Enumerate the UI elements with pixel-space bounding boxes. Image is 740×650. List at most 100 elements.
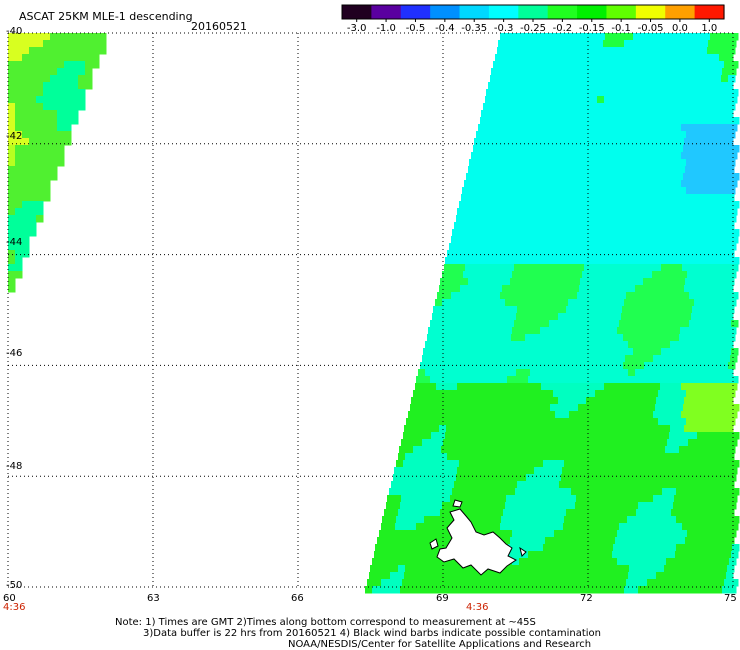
swath-cell — [563, 376, 571, 384]
swath-cell — [699, 509, 707, 517]
swath-cell — [461, 565, 469, 573]
swath-cell — [715, 586, 723, 594]
swath-cell — [641, 460, 649, 468]
swath-cell — [614, 313, 622, 321]
swath-cell — [659, 327, 667, 335]
swath-cell — [92, 33, 100, 41]
swath-cell — [460, 572, 468, 580]
swath-cell — [625, 152, 633, 160]
swath-cell — [592, 544, 600, 552]
swath-cell — [429, 411, 437, 419]
swath-cell — [508, 117, 516, 125]
swath-cell — [549, 264, 557, 272]
swath-cell — [591, 89, 599, 97]
swath-cell — [584, 376, 592, 384]
swath-cell — [612, 551, 620, 559]
swath-cell — [29, 89, 37, 97]
swath-cell — [715, 299, 723, 307]
swath-cell — [607, 341, 615, 349]
swath-cell — [596, 586, 604, 594]
swath-cell — [523, 572, 531, 580]
swath-cell — [408, 411, 416, 419]
swath-cell — [655, 488, 663, 496]
swath-cell — [652, 327, 660, 335]
swath-cell — [643, 222, 651, 230]
swath-cell — [486, 236, 494, 244]
swath-cell — [549, 376, 557, 384]
swath-cell — [483, 446, 491, 454]
swath-cell — [413, 418, 421, 426]
swath-cell — [447, 250, 455, 258]
swath-cell — [36, 89, 44, 97]
swath-cell — [712, 369, 720, 377]
swath-cell — [651, 362, 659, 370]
swath-cell — [410, 404, 418, 412]
swath-cell — [449, 586, 457, 594]
swath-cell — [681, 411, 689, 419]
swath-cell — [682, 551, 690, 559]
swath-cell — [722, 502, 730, 510]
swath-cell — [444, 292, 452, 300]
swath-cell — [622, 509, 630, 517]
swath-cell — [647, 33, 655, 41]
swath-cell — [388, 579, 396, 587]
swath-cell — [427, 362, 435, 370]
swath-cell — [514, 579, 522, 587]
swath-cell — [585, 544, 593, 552]
swath-cell — [649, 110, 657, 118]
swath-cell — [518, 47, 526, 55]
swath-cell — [638, 586, 646, 594]
swath-cell — [495, 82, 503, 90]
swath-cell — [683, 117, 691, 125]
swath-cell — [483, 334, 491, 342]
swath-cell — [622, 166, 630, 174]
swath-cell — [593, 110, 601, 118]
swath-cell — [691, 397, 699, 405]
swath-cell — [596, 530, 604, 538]
swath-cell — [637, 390, 645, 398]
swath-cell — [423, 348, 431, 356]
swath-cell — [725, 173, 733, 181]
swath-cell — [583, 355, 591, 363]
swath-cell — [524, 278, 532, 286]
swath-cell — [614, 341, 622, 349]
swath-cell — [613, 544, 621, 552]
swath-cell — [675, 551, 683, 559]
swath-cell — [455, 334, 463, 342]
swath-cell — [562, 495, 570, 503]
swath-cell — [613, 516, 621, 524]
swath-cell — [440, 509, 448, 517]
swath-cell — [530, 313, 538, 321]
swath-cell — [444, 348, 452, 356]
swath-cell — [673, 243, 681, 251]
swath-cell — [50, 47, 58, 55]
swath-cell — [638, 502, 646, 510]
swath-cell — [579, 369, 587, 377]
swath-cell — [532, 75, 540, 83]
swath-cell — [602, 446, 610, 454]
swath-cell — [415, 495, 423, 503]
swath-cell — [533, 474, 541, 482]
swath-cell — [533, 586, 541, 594]
swath-cell — [649, 313, 657, 321]
swath-cell — [534, 152, 542, 160]
swath-cell — [631, 474, 639, 482]
swath-cell — [546, 131, 554, 139]
swath-cell — [666, 558, 674, 566]
swath-cell — [494, 460, 502, 468]
swath-cell — [615, 278, 623, 286]
swath-cell — [595, 75, 603, 83]
swath-cell — [504, 418, 512, 426]
swath-cell — [511, 47, 519, 55]
swath-cell — [600, 369, 608, 377]
swath-cell — [703, 61, 711, 69]
swath-cell — [704, 257, 712, 265]
swath-cell — [710, 376, 718, 384]
swath-cell — [707, 187, 715, 195]
swath-cell — [551, 572, 559, 580]
swath-cell — [651, 75, 659, 83]
swath-cell — [495, 341, 503, 349]
swath-cell — [633, 523, 641, 531]
swath-cell — [583, 96, 591, 104]
swath-cell — [721, 334, 729, 342]
